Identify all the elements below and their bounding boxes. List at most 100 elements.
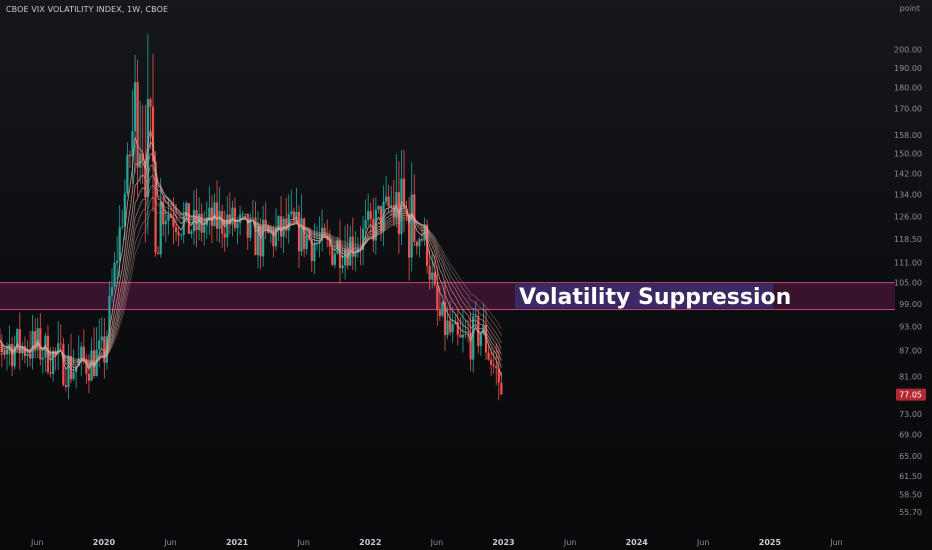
y-tick-label: 73.00 (899, 410, 922, 419)
y-tick-label: 150.00 (894, 150, 922, 159)
candle (223, 210, 226, 252)
candle (254, 201, 257, 256)
y-tick-label: 61.50 (899, 472, 922, 481)
x-tick-label: 2025 (759, 538, 782, 547)
candle (34, 318, 37, 359)
candle (39, 313, 42, 366)
y-tick-label: 65.00 (899, 452, 922, 461)
candle (59, 324, 62, 350)
candle (495, 343, 498, 386)
candle (290, 189, 293, 218)
candle (420, 227, 424, 243)
candle (377, 205, 380, 214)
candle (8, 325, 11, 366)
candle (387, 184, 390, 214)
candle (149, 97, 152, 149)
y-tick-label: 180.00 (894, 84, 922, 93)
candle (497, 347, 500, 401)
candle (400, 150, 403, 246)
x-tick-label: 2024 (626, 538, 649, 547)
candle (113, 251, 116, 291)
x-tick-label: Jun (30, 538, 44, 547)
candle (116, 236, 119, 281)
candle (464, 319, 467, 339)
candle (305, 231, 308, 255)
candle (328, 229, 331, 256)
candle (459, 317, 462, 339)
candle (285, 197, 288, 239)
y-tick-label: 69.00 (899, 431, 922, 440)
ribbon-layer (0, 130, 502, 377)
candle (490, 348, 493, 376)
candle (354, 230, 357, 272)
ema-ribbon-line (0, 164, 502, 366)
candle (374, 197, 377, 255)
candle (144, 105, 147, 243)
y-tick-label: 158.00 (894, 131, 922, 140)
candle (246, 213, 249, 250)
candle (108, 281, 111, 343)
y-tick-label: 105.00 (894, 279, 922, 288)
candle (454, 314, 457, 325)
x-tick-label: Jun (296, 538, 310, 547)
candle (41, 347, 44, 374)
ema-ribbon-line (0, 174, 502, 364)
candle (133, 55, 137, 173)
candle (103, 318, 106, 379)
candle (287, 194, 290, 244)
y-tick-label: 134.00 (894, 190, 922, 199)
x-tick-label: Jun (430, 538, 444, 547)
candle (162, 196, 165, 237)
candle (367, 193, 370, 226)
chart-title: CBOE VIX VOLATILITY INDEX, 1W, CBOE (6, 5, 169, 14)
candle (279, 196, 283, 249)
candle (128, 150, 132, 168)
candle (443, 280, 447, 351)
candle (221, 204, 224, 248)
y-tick-label: 126.00 (894, 213, 922, 222)
y-tick-label: 93.00 (899, 323, 922, 332)
y-tick-label: 55.70 (899, 508, 922, 517)
candle (436, 266, 439, 327)
y-tick-label: 87.00 (899, 347, 922, 356)
x-tick-label: 2021 (226, 538, 249, 547)
candle (87, 354, 91, 393)
candle (333, 244, 336, 269)
candle (361, 215, 365, 266)
candle (213, 193, 216, 228)
candle (11, 337, 14, 377)
ema-ribbon-line (0, 196, 502, 363)
candle (244, 213, 247, 217)
candle (264, 201, 267, 240)
candle (456, 308, 459, 346)
candle (295, 187, 298, 221)
candle (177, 226, 180, 247)
last-price-tag: 77.05 (896, 388, 926, 401)
candle (215, 180, 219, 242)
candle (415, 240, 418, 255)
candle (208, 186, 211, 236)
candle (402, 149, 406, 232)
candle (441, 301, 444, 318)
candle (418, 236, 421, 258)
candle (233, 197, 237, 232)
x-axis[interactable]: Jun 2020 Jun 2021 Jun 2022 Jun 2023 Jun 2024 Jun 20… (30, 538, 843, 547)
x-tick-label: Jun (696, 538, 710, 547)
candle (31, 314, 34, 370)
y-tick-label: 190.00 (894, 64, 922, 73)
candle (408, 197, 411, 281)
y-tick-label: 81.00 (899, 373, 922, 382)
candle (379, 205, 383, 242)
y-axis[interactable]: 200.00 190.00 180.00 170.00 158.00 150.00 142.… (894, 46, 926, 518)
candle (18, 312, 21, 370)
candle (369, 202, 372, 235)
candle (100, 317, 103, 348)
candle (203, 211, 206, 246)
candle (157, 246, 160, 255)
candle (256, 211, 260, 269)
y-tick-label: 170.00 (894, 104, 922, 113)
candle (169, 204, 173, 219)
candle (228, 192, 231, 235)
